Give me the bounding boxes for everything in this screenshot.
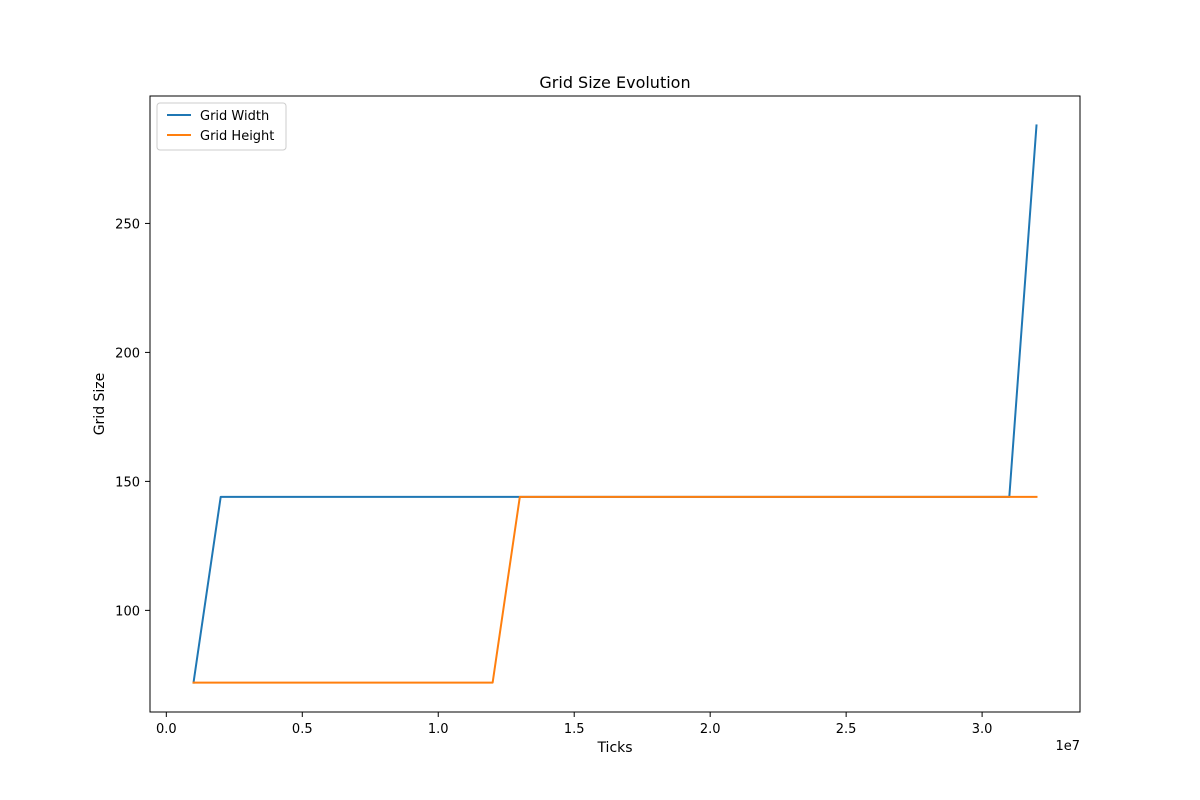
x-tick-label: 2.0	[700, 722, 721, 737]
legend-label-grid-height: Grid Height	[200, 129, 274, 144]
plot-frame	[149, 95, 1081, 713]
y-tick-label: 150	[115, 475, 140, 490]
x-tick-label: 2.5	[836, 722, 857, 737]
y-axis-label: Grid Size	[92, 373, 108, 436]
y-tick-label: 100	[115, 604, 140, 619]
legend: Grid Width Grid Height	[156, 102, 287, 151]
x-tick-label: 3.0	[972, 722, 993, 737]
y-tick-label: 200	[115, 346, 140, 361]
series-layer	[192, 124, 1038, 684]
x-axis: 0.0 0.5 1.0 1.5 2.0 2.5 3.0	[156, 712, 992, 737]
series-line-grid-height	[192, 495, 1038, 684]
x-tick-label: 1.0	[428, 722, 449, 737]
x-tick-label: 0.0	[156, 722, 177, 737]
chart-title: Grid Size Evolution	[539, 73, 690, 92]
x-axis-offset-label: 1e7	[1055, 739, 1080, 754]
x-tick-label: 0.5	[292, 722, 313, 737]
y-tick-label: 250	[115, 217, 140, 232]
x-axis-label: Ticks	[596, 740, 632, 756]
legend-label-grid-width: Grid Width	[200, 109, 269, 124]
y-axis: 100 150 200 250	[115, 217, 150, 619]
x-tick-label: 1.5	[564, 722, 585, 737]
